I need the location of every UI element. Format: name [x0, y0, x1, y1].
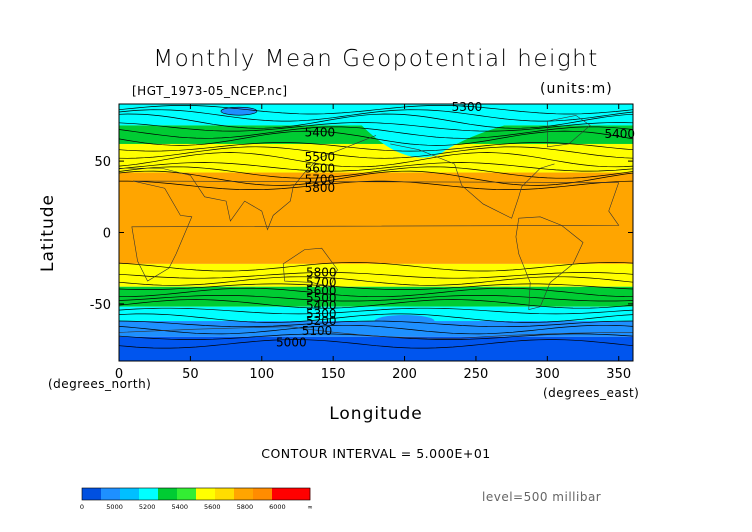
contour-line [119, 180, 634, 190]
colorbar-label: 5400 [171, 503, 188, 511]
file-label: [HGT_1973-05_NCEP.nc] [132, 84, 288, 98]
southern-low [374, 315, 435, 328]
x-tick-label: 200 [392, 367, 417, 382]
colorbar: 0 5000 5200 5400 5600 5800 6000 ∞ [80, 487, 313, 511]
contour-line [118, 276, 634, 286]
contour-line [118, 166, 634, 179]
contour-line [118, 313, 634, 323]
colorbar-label: 5000 [106, 503, 123, 511]
contour-label-5800: 5800 [306, 265, 337, 279]
colorbar-swatch [272, 488, 292, 500]
contour-label-5600: 5600 [305, 161, 336, 175]
contour-band [119, 336, 633, 361]
contour-label-5800: 5800 [305, 181, 336, 195]
contour-label-5600: 5600 [306, 284, 337, 298]
colorbar-label: 5600 [204, 503, 221, 511]
y-axis-unit: (degrees_north) [48, 377, 152, 391]
contour-label-5200: 5200 [306, 314, 337, 328]
y-axis-label: Latitude [38, 194, 58, 272]
colorbar-swatch [120, 488, 140, 500]
y-tick-label: 0 [103, 227, 111, 242]
contour-label-5000: 5000 [276, 335, 307, 349]
coastline [119, 135, 377, 231]
y-tick-label: 50 [94, 155, 111, 170]
contour-label-5500: 5500 [306, 291, 337, 305]
contour-line [118, 320, 634, 328]
colorbar-swatch [177, 488, 197, 500]
contour-line [118, 146, 634, 159]
coastline [118, 326, 634, 339]
axis-ticks: 0 50 100 150 200 250 300 350 50 0 -50 [90, 104, 633, 382]
contour-line [118, 294, 634, 302]
contour-band [119, 263, 633, 287]
colorbar-swatch [82, 488, 102, 500]
colorbar-swatch [253, 488, 273, 500]
coastline [547, 115, 591, 148]
contour-line [119, 287, 634, 298]
x-tick-label: 150 [321, 367, 346, 382]
x-tick-label: 250 [464, 367, 489, 382]
coastline [282, 247, 338, 288]
colorbar-label: 6000 [269, 503, 286, 511]
x-tick-label: 350 [606, 367, 631, 382]
contour-label-5300: 5300 [306, 307, 337, 321]
contour-line [118, 105, 634, 115]
contour-line [118, 152, 634, 168]
trough-cyan [361, 104, 505, 158]
x-axis-unit: (degrees_east) [543, 386, 640, 400]
contour-line [118, 262, 634, 272]
contour-label-5700: 5700 [306, 275, 337, 289]
contour-label-5100: 5100 [302, 324, 333, 338]
colorbar-swatch [139, 488, 159, 500]
coastline [515, 216, 584, 310]
contour-label-5400: 5400 [306, 298, 337, 312]
contour-line [118, 283, 634, 290]
contour-line [118, 272, 634, 279]
contour-band [119, 306, 633, 322]
contour-label-5300: 5300 [452, 100, 483, 114]
x-axis-label: Longitude [329, 404, 423, 424]
colorbar-label: 5800 [237, 503, 254, 511]
x-tick-label: 50 [182, 367, 199, 382]
colorbar-swatch [291, 488, 311, 500]
colorbar-label: 0 [80, 503, 84, 511]
colorbar-swatch [196, 488, 216, 500]
colorbar-swatch [158, 488, 178, 500]
x-tick-label: 100 [249, 367, 274, 382]
contour-line [118, 339, 634, 349]
contour-interval-label: CONTOUR INTERVAL = 5.000E+01 [261, 446, 491, 461]
polar-low [220, 106, 258, 116]
contour-line [118, 324, 634, 335]
colorbar-swatch [101, 488, 121, 500]
contour-label-5500: 5500 [305, 150, 336, 164]
coastlines [118, 115, 634, 339]
x-tick-label: 0 [115, 367, 123, 382]
colorbar-frame [81, 487, 311, 501]
x-tick-label: 300 [535, 367, 560, 382]
contour-line [118, 307, 634, 315]
colorbar-swatch [234, 488, 254, 500]
contour-label-5400: 5400 [604, 127, 635, 141]
y-tick-label: -50 [90, 298, 111, 313]
level-label: level=500 millibar [482, 490, 602, 504]
colorbar-swatch [215, 488, 235, 500]
colorbar-label: ∞ [307, 503, 312, 511]
coastline [390, 143, 555, 219]
units-label: (units:m) [540, 81, 613, 97]
contour-label-5400: 5400 [305, 126, 336, 140]
chart-title: Monthly Mean Geopotential height [153, 46, 599, 72]
colorbar-label: 5200 [139, 503, 156, 511]
coastline [131, 180, 620, 282]
contour-line [118, 170, 634, 186]
contour-line [118, 162, 634, 172]
contour-label-5700: 5700 [305, 173, 336, 187]
contour-line [118, 299, 634, 309]
